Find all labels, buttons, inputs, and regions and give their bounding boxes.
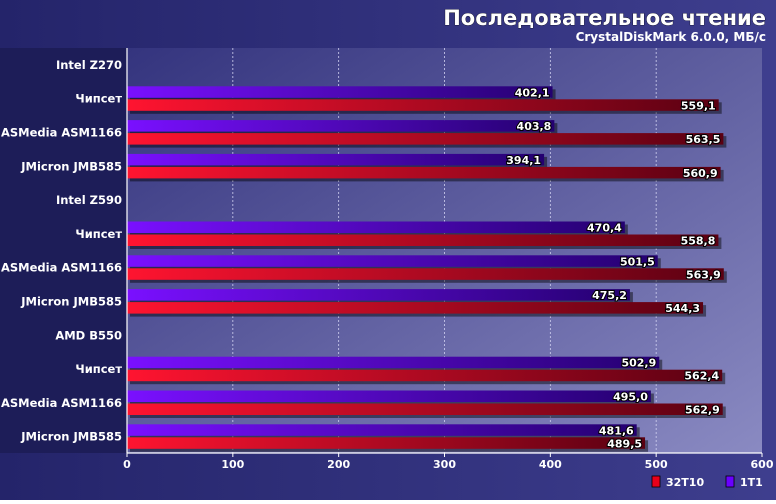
value-label-1t1: 495,0 — [613, 391, 648, 404]
category-label: Чипсет — [75, 92, 122, 106]
value-label-1t1: 470,4 — [587, 222, 622, 235]
bar-1t1 — [127, 86, 553, 98]
x-tick-label: 300 — [433, 458, 456, 471]
bar-1t1 — [127, 289, 630, 301]
category-label: ASMedia ASM1166 — [1, 396, 122, 410]
legend-swatch-32t10 — [651, 475, 661, 488]
value-label-1t1: 481,6 — [599, 424, 634, 437]
value-label-32t10: 558,8 — [681, 235, 716, 248]
bar-32t10 — [127, 99, 719, 111]
x-tick-label: 0 — [123, 458, 131, 471]
bar-1t1 — [127, 356, 660, 369]
x-tick-label: 200 — [327, 458, 350, 471]
chart-subtitle: CrystalDiskMark 6.0.0, МБ/с — [576, 30, 766, 44]
value-label-32t10: 560,9 — [683, 167, 718, 180]
bar-32t10 — [127, 268, 724, 280]
category-label: ASMedia ASM1166 — [1, 261, 122, 275]
x-tick-label: 400 — [539, 458, 562, 471]
value-label-32t10: 489,5 — [607, 437, 642, 450]
legend-label-1t1: 1T1 — [740, 476, 763, 489]
value-label-32t10: 559,1 — [681, 99, 716, 112]
bar-32t10 — [127, 302, 704, 314]
category-label: JMicron JMB585 — [20, 159, 122, 173]
bar-1t1 — [127, 153, 545, 166]
bar-32t10 — [127, 166, 721, 179]
value-label-32t10: 562,9 — [685, 404, 720, 417]
bar-1t1 — [127, 120, 555, 132]
x-tick-label: 500 — [645, 458, 668, 471]
group-label: Intel Z270 — [56, 58, 122, 72]
group-label: AMD B550 — [55, 328, 122, 342]
category-label: JMicron JMB585 — [20, 295, 122, 309]
value-label-32t10: 544,3 — [665, 302, 700, 315]
category-label: Чипсет — [75, 362, 122, 376]
category-label: JMicron JMB585 — [20, 430, 122, 444]
x-tick-label: 100 — [221, 458, 244, 471]
value-label-32t10: 563,5 — [686, 133, 721, 146]
bar-32t10 — [127, 234, 719, 246]
bar-1t1 — [127, 221, 625, 233]
bar-32t10 — [127, 369, 723, 382]
legend: 32T10 1T1 — [651, 475, 763, 489]
bar-32t10 — [127, 133, 724, 145]
label-panel — [0, 48, 127, 453]
category-label: ASMedia ASM1166 — [1, 126, 122, 140]
value-label-1t1: 475,2 — [592, 289, 627, 302]
legend-label-32t10: 32T10 — [666, 476, 704, 489]
bar-32t10 — [127, 403, 723, 415]
legend-swatch-1t1 — [725, 475, 735, 488]
x-tick-label: 600 — [751, 458, 774, 471]
value-label-1t1: 502,9 — [621, 357, 656, 370]
group-label: Intel Z590 — [56, 193, 122, 207]
value-label-1t1: 501,5 — [620, 255, 655, 268]
bar-1t1 — [127, 255, 658, 267]
value-label-1t1: 402,1 — [515, 86, 550, 99]
bar-1t1 — [127, 424, 637, 436]
bar-32t10 — [127, 437, 646, 449]
value-label-1t1: 394,1 — [506, 154, 541, 167]
chart-title: Последовательное чтение — [443, 6, 766, 30]
category-label: Чипсет — [75, 227, 122, 241]
bar-1t1 — [127, 390, 651, 402]
value-label-32t10: 563,9 — [686, 268, 721, 281]
value-label-1t1: 403,8 — [517, 120, 552, 133]
value-label-32t10: 562,4 — [684, 370, 719, 383]
